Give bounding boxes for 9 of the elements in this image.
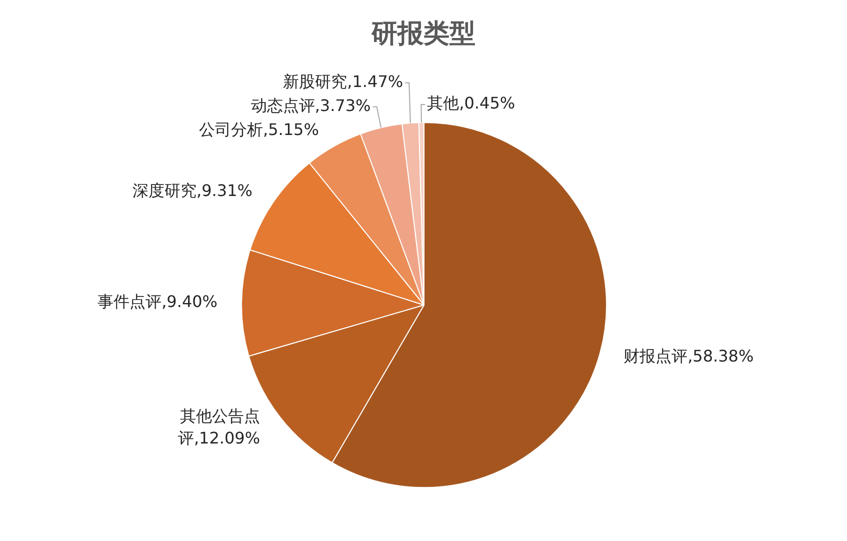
slice-label: 其他,0.45% bbox=[427, 94, 516, 113]
slice-label: 事件点评,9.40% bbox=[98, 292, 218, 311]
slice-label: 深度研究,9.31% bbox=[132, 181, 252, 200]
slice-label: 新股研究,1.47% bbox=[283, 72, 404, 91]
slice-label: 其他公告点评,12.09% bbox=[178, 406, 260, 448]
slice-label: 动态点评,3.73% bbox=[250, 96, 371, 115]
slice-label: 公司分析,5.15% bbox=[198, 120, 319, 139]
slice-label: 财报点评,58.38% bbox=[624, 346, 754, 366]
chart-title: 研报类型 bbox=[370, 18, 476, 49]
